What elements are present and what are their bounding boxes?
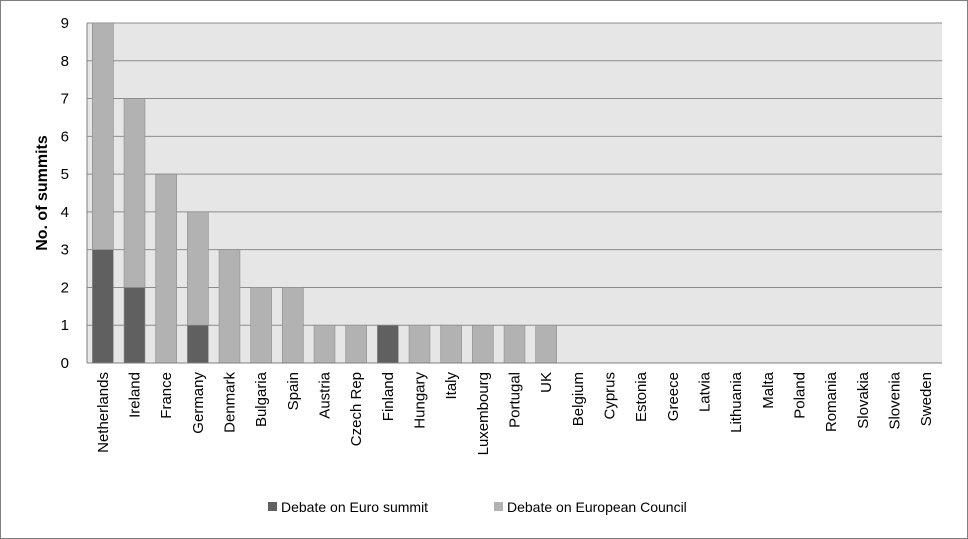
- y-tick-label: 8: [61, 53, 69, 70]
- bar-hungary-series-1: [408, 324, 431, 364]
- bar-ireland-series-0: [123, 287, 146, 364]
- x-tick-label: Hungary: [412, 372, 429, 429]
- plot-area: [87, 23, 942, 363]
- y-tick-label: 6: [61, 128, 69, 145]
- bar-netherlands-series-1: [92, 22, 114, 250]
- x-tick-label: Portugal: [507, 372, 524, 428]
- bar-finland-series-0: [377, 324, 399, 364]
- x-tick-label: Cyprus: [602, 372, 619, 420]
- x-tick-label: Latvia: [697, 371, 714, 412]
- x-tick-label: Finland: [380, 372, 397, 421]
- x-tick-label: Slovenia: [887, 371, 904, 429]
- x-tick-label: Denmark: [222, 372, 239, 433]
- x-tick-label: Romania: [823, 371, 840, 432]
- y-tick-label: 0: [61, 355, 69, 372]
- x-tick-label: Slovakia: [855, 371, 872, 428]
- legend-label-european-council: Debate on European Council: [507, 499, 687, 515]
- bar-luxembourg-series-1: [472, 324, 494, 364]
- x-tick-label: UK: [538, 372, 555, 393]
- y-tick-label: 5: [61, 166, 69, 183]
- bar-germany-series-1: [187, 211, 209, 326]
- x-tick-label: Bulgaria: [253, 371, 270, 427]
- x-tick-label: Luxembourg: [475, 372, 492, 455]
- y-tick-label: 4: [61, 204, 69, 221]
- x-tick-label: Estonia: [633, 371, 650, 422]
- x-tick-label: Austria: [317, 371, 334, 418]
- bars: [92, 22, 557, 364]
- x-tick-label: Sweden: [918, 372, 935, 426]
- legend-swatch-euro-summit: [268, 502, 277, 511]
- x-tick-label: Spain: [285, 372, 302, 410]
- bar-czech-rep-series-1: [345, 324, 367, 364]
- x-tick-label: Belgium: [570, 372, 587, 426]
- y-axis-label: No. of summits: [34, 135, 51, 251]
- bar-austria-series-1: [313, 324, 336, 364]
- bar-germany-series-0: [187, 324, 209, 364]
- x-tick-label: Greece: [665, 372, 682, 421]
- y-tick-label: 7: [61, 91, 69, 108]
- y-tick-label: 2: [61, 279, 69, 296]
- y-tick-label: 3: [61, 242, 69, 259]
- y-tick-labels: 0 1 2 3 4 5 6 7 8 9: [61, 15, 69, 372]
- x-tick-label: France: [158, 372, 175, 419]
- bar-spain-series-1: [282, 287, 304, 364]
- x-tick-label: Czech Rep: [348, 372, 365, 446]
- y-tick-label: 9: [61, 15, 69, 32]
- bar-italy-series-1: [440, 324, 462, 364]
- bar-netherlands-series-0: [92, 249, 114, 364]
- bar-bulgaria-series-1: [250, 287, 272, 364]
- legend-swatch-european-council: [494, 502, 503, 511]
- bar-ireland-series-1: [123, 98, 146, 288]
- legend: Debate on Euro summit Debate on European…: [268, 499, 687, 515]
- legend-label-euro-summit: Debate on Euro summit: [281, 499, 428, 515]
- x-tick-label: Ireland: [127, 372, 144, 418]
- x-tick-label: Germany: [190, 372, 207, 434]
- bar-france-series-1: [155, 173, 177, 364]
- bar-uk-series-1: [535, 324, 557, 364]
- x-tick-labels: Netherlands Ireland France Germany Denmark Bu…: [95, 371, 935, 455]
- x-tick-label: Lithuania: [728, 371, 745, 433]
- x-tick-label: Poland: [792, 372, 809, 419]
- y-tick-label: 1: [61, 317, 69, 334]
- bar-portugal-series-1: [503, 324, 526, 364]
- x-tick-label: Malta: [760, 371, 777, 408]
- bar-denmark-series-1: [218, 249, 241, 364]
- x-tick-label: Netherlands: [95, 372, 112, 453]
- x-tick-label: Italy: [443, 372, 460, 400]
